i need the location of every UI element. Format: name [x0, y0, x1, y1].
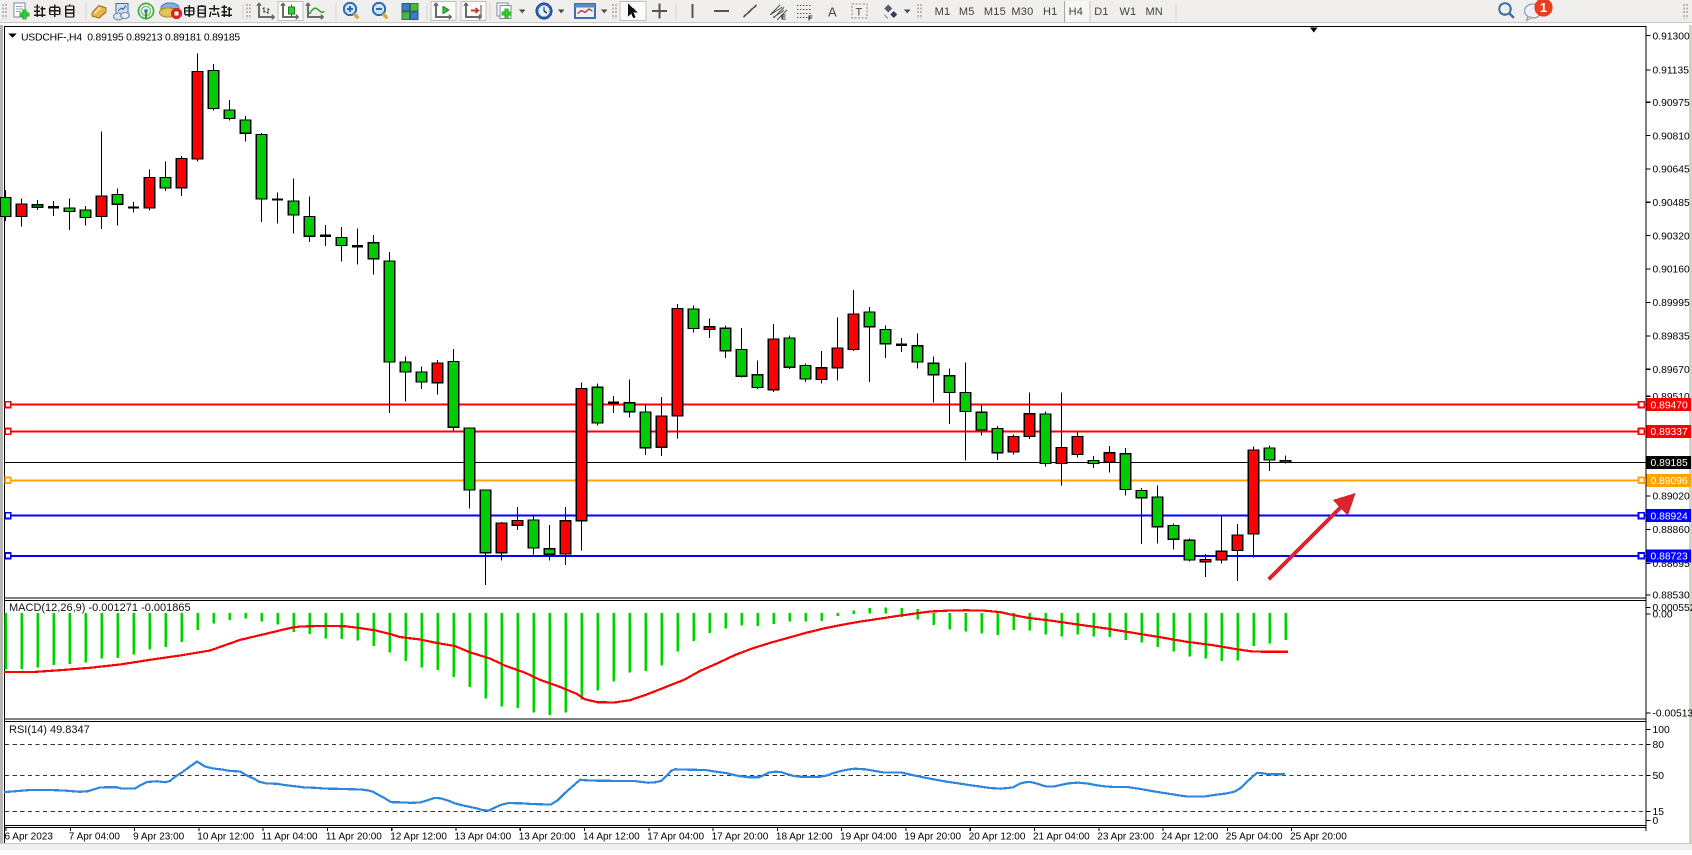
- svg-text:0: 0: [1653, 816, 1659, 827]
- svg-text:23 Apr 23:00: 23 Apr 23:00: [1097, 832, 1154, 843]
- svg-text:H4: H4: [1069, 6, 1083, 18]
- svg-text:0.90645: 0.90645: [1653, 165, 1690, 176]
- svg-text:A: A: [828, 5, 837, 20]
- svg-text:W1: W1: [1119, 6, 1136, 18]
- svg-text:11 Apr 04:00: 11 Apr 04:00: [262, 832, 318, 843]
- svg-text:20 Apr 12:00: 20 Apr 12:00: [969, 832, 1026, 843]
- svg-text:M5: M5: [959, 6, 975, 18]
- svg-text:RSI(14) 49.8347: RSI(14) 49.8347: [9, 724, 90, 736]
- svg-text:25 Apr 20:00: 25 Apr 20:00: [1290, 832, 1347, 843]
- svg-text:12 Apr 12:00: 12 Apr 12:00: [390, 832, 447, 843]
- svg-text:0.88924: 0.88924: [1651, 511, 1688, 522]
- svg-text:11 Apr 20:00: 11 Apr 20:00: [326, 832, 382, 843]
- svg-text:17 Apr 20:00: 17 Apr 20:00: [712, 832, 769, 843]
- svg-text:13 Apr 20:00: 13 Apr 20:00: [519, 832, 576, 843]
- svg-text:M30: M30: [1011, 6, 1033, 18]
- svg-text:0.89995: 0.89995: [1653, 298, 1690, 309]
- svg-text:0.88723: 0.88723: [1651, 552, 1688, 563]
- svg-text:T: T: [856, 7, 863, 19]
- svg-text:E: E: [781, 13, 786, 22]
- svg-text:0.89670: 0.89670: [1653, 365, 1690, 376]
- svg-text:0.89020: 0.89020: [1653, 492, 1690, 503]
- svg-text:0.00: 0.00: [1653, 610, 1673, 621]
- svg-text:13 Apr 04:00: 13 Apr 04:00: [455, 832, 512, 843]
- svg-text:0.90485: 0.90485: [1653, 198, 1690, 209]
- svg-text:0.89835: 0.89835: [1653, 332, 1690, 343]
- svg-text:0.88530: 0.88530: [1653, 591, 1690, 602]
- svg-text:100: 100: [1653, 725, 1670, 736]
- svg-text:0.91300: 0.91300: [1653, 31, 1690, 42]
- svg-text:-0.00513: -0.00513: [1653, 709, 1692, 720]
- svg-text:7 Apr 04:00: 7 Apr 04:00: [69, 832, 121, 843]
- svg-text:MN: MN: [1145, 6, 1163, 18]
- svg-text:F: F: [808, 14, 813, 23]
- svg-text:9 Apr 23:00: 9 Apr 23:00: [133, 832, 185, 843]
- svg-text:0.90320: 0.90320: [1653, 231, 1690, 242]
- svg-text:USDCHF-,H4 0.89195 0.89213 0.: USDCHF-,H4 0.89195 0.89213 0.89181 0.891…: [21, 33, 240, 44]
- svg-text:0.90975: 0.90975: [1653, 98, 1690, 109]
- svg-text:14 Apr 12:00: 14 Apr 12:00: [583, 832, 640, 843]
- svg-text:80: 80: [1653, 740, 1665, 751]
- svg-text:0.90810: 0.90810: [1653, 131, 1690, 142]
- svg-text:19 Apr 20:00: 19 Apr 20:00: [904, 832, 961, 843]
- svg-text:10 Apr 12:00: 10 Apr 12:00: [197, 832, 254, 843]
- svg-text:0.90160: 0.90160: [1653, 265, 1690, 276]
- svg-text:M1: M1: [935, 6, 951, 18]
- svg-text:50: 50: [1653, 771, 1665, 782]
- svg-text:0.89185: 0.89185: [1651, 458, 1688, 469]
- svg-text:0.91135: 0.91135: [1653, 66, 1690, 77]
- svg-text:6 Apr 2023: 6 Apr 2023: [5, 832, 54, 843]
- svg-text:19 Apr 04:00: 19 Apr 04:00: [840, 832, 897, 843]
- svg-text:24 Apr 12:00: 24 Apr 12:00: [1162, 832, 1219, 843]
- svg-text:0.89470: 0.89470: [1651, 400, 1688, 411]
- svg-text:0.89096: 0.89096: [1651, 476, 1688, 487]
- svg-text:MACD(12,26,9) -0.001271 -0.001: MACD(12,26,9) -0.001271 -0.001865: [9, 602, 191, 614]
- svg-text:18 Apr 12:00: 18 Apr 12:00: [776, 832, 833, 843]
- svg-text:1: 1: [1540, 0, 1547, 15]
- svg-text:25 Apr 04:00: 25 Apr 04:00: [1226, 832, 1283, 843]
- svg-text:D1: D1: [1094, 6, 1108, 18]
- svg-text:H1: H1: [1043, 6, 1057, 18]
- svg-text:M15: M15: [984, 6, 1006, 18]
- svg-text:21 Apr 04:00: 21 Apr 04:00: [1033, 832, 1090, 843]
- svg-text:0.88860: 0.88860: [1653, 525, 1690, 536]
- svg-text:17 Apr 04:00: 17 Apr 04:00: [647, 832, 704, 843]
- svg-text:0.89337: 0.89337: [1651, 427, 1688, 438]
